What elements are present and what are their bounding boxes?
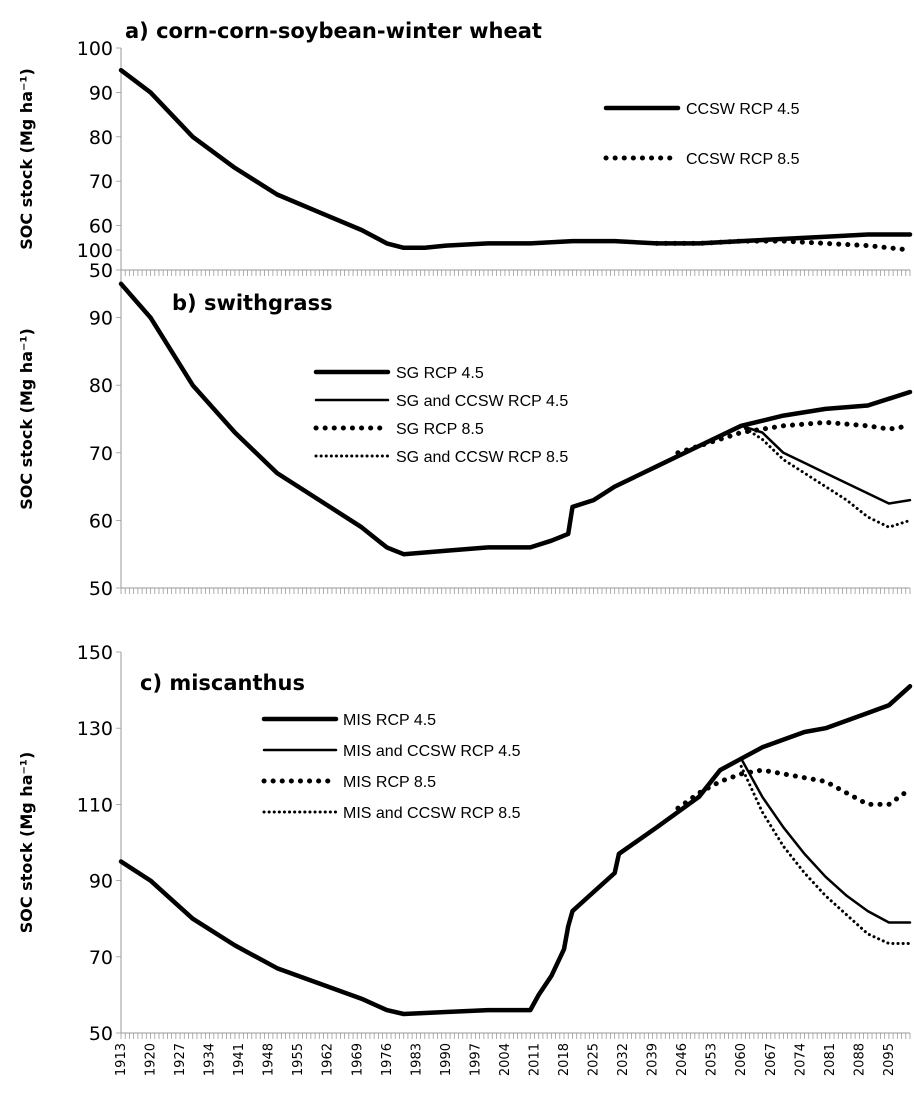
series-line bbox=[739, 757, 912, 924]
series-line bbox=[739, 424, 912, 529]
series-line bbox=[118, 67, 913, 251]
legend-label: SG RCP 8.5 bbox=[396, 421, 484, 438]
x-tick-label: 1976 bbox=[380, 1043, 395, 1076]
x-tick-label: 1990 bbox=[439, 1043, 454, 1076]
panel-title: c) miscanthus bbox=[140, 671, 305, 695]
x-tick-label: 2004 bbox=[498, 1043, 513, 1076]
y-tick-label: 90 bbox=[89, 308, 113, 330]
x-tick-label: 1983 bbox=[409, 1043, 424, 1076]
x-tick-label: 2060 bbox=[734, 1043, 749, 1076]
legend-label: MIS RCP 4.5 bbox=[343, 712, 436, 729]
x-tick-label: 1934 bbox=[203, 1043, 218, 1076]
x-tick-label: 1920 bbox=[144, 1043, 159, 1076]
x-tick-label: 2067 bbox=[764, 1043, 779, 1076]
panel-title: b) swithgrass bbox=[172, 291, 333, 315]
x-tick-label: 2053 bbox=[705, 1043, 720, 1076]
series-line bbox=[654, 238, 913, 253]
x-tick-label: 2046 bbox=[675, 1043, 690, 1076]
y-tick-label: 100 bbox=[77, 240, 113, 262]
legend-label: CCSW RCP 8.5 bbox=[686, 151, 800, 168]
x-tick-label: 1969 bbox=[350, 1043, 365, 1076]
series-line bbox=[675, 767, 913, 811]
x-tick-label: 1941 bbox=[232, 1043, 247, 1076]
series-line bbox=[739, 764, 912, 945]
legend-label: SG and CCSW RCP 4.5 bbox=[396, 393, 568, 410]
y-tick-label: 60 bbox=[89, 510, 113, 532]
y-tick-label: 50 bbox=[89, 1023, 113, 1045]
legend-label: CCSW RCP 4.5 bbox=[686, 101, 800, 118]
legend-label: MIS and CCSW RCP 4.5 bbox=[343, 743, 521, 760]
x-tick-label: 2032 bbox=[616, 1043, 631, 1076]
y-tick-label: 60 bbox=[89, 216, 113, 238]
x-tick-label: 2018 bbox=[557, 1043, 572, 1076]
y-tick-label: 70 bbox=[89, 443, 113, 465]
legend-label: MIS and CCSW RCP 8.5 bbox=[343, 805, 521, 822]
x-tick-label: 1955 bbox=[291, 1043, 306, 1076]
series-line bbox=[675, 419, 913, 456]
y-tick-label: 80 bbox=[89, 127, 113, 149]
series-line bbox=[739, 424, 912, 505]
y-axis-label: SOC stock (Mg ha⁻¹) bbox=[17, 752, 36, 934]
x-tick-label: 1997 bbox=[468, 1043, 483, 1076]
y-tick-label: 90 bbox=[89, 871, 113, 893]
series-line bbox=[118, 684, 913, 1017]
y-tick-label: 110 bbox=[77, 794, 113, 816]
y-tick-label: 50 bbox=[89, 578, 113, 600]
y-tick-label: 150 bbox=[77, 642, 113, 664]
x-tick-label: 2095 bbox=[882, 1043, 897, 1076]
y-tick-label: 130 bbox=[77, 718, 113, 740]
x-tick-label: 2039 bbox=[646, 1043, 661, 1076]
y-tick-label: 70 bbox=[89, 171, 113, 193]
x-tick-label: 2011 bbox=[527, 1043, 542, 1076]
y-tick-label: 90 bbox=[89, 82, 113, 104]
legend-label: MIS RCP 8.5 bbox=[343, 774, 436, 791]
panel-b: 50 60 70 80 90 100 SOC stock (Mg ha⁻¹) b) swith… bbox=[17, 240, 913, 600]
x-tick-label: 2088 bbox=[852, 1043, 867, 1076]
x-tick-label: 1927 bbox=[173, 1043, 188, 1076]
legend-label: SG and CCSW RCP 8.5 bbox=[396, 449, 568, 466]
panel-c: 50 70 90 110 130 150 1913 1920 1927 1934 1941 1948 1… bbox=[17, 642, 913, 1076]
panel-a: 50 60 70 80 90 100 SOC stock (Mg ha⁻¹) a) corn-… bbox=[17, 19, 913, 282]
x-tick-label: 1948 bbox=[262, 1043, 277, 1076]
y-tick-label: 70 bbox=[89, 947, 113, 969]
x-tick-label: 1913 bbox=[114, 1043, 129, 1076]
y-axis-label: SOC stock (Mg ha⁻¹) bbox=[17, 328, 36, 510]
y-tick-label: 50 bbox=[89, 260, 113, 282]
panel-title: a) corn-corn-soybean-winter wheat bbox=[125, 19, 542, 43]
y-tick-label: 80 bbox=[89, 375, 113, 397]
y-tick-label: 100 bbox=[77, 38, 113, 60]
series-line bbox=[118, 281, 913, 557]
x-tick-label: 1962 bbox=[321, 1043, 336, 1076]
x-tick-label: 2025 bbox=[587, 1043, 602, 1076]
x-tick-label: 2074 bbox=[793, 1043, 808, 1076]
x-tick-label: 2081 bbox=[823, 1043, 838, 1076]
legend-label: SG RCP 4.5 bbox=[396, 365, 484, 382]
y-axis-label: SOC stock (Mg ha⁻¹) bbox=[17, 68, 36, 250]
